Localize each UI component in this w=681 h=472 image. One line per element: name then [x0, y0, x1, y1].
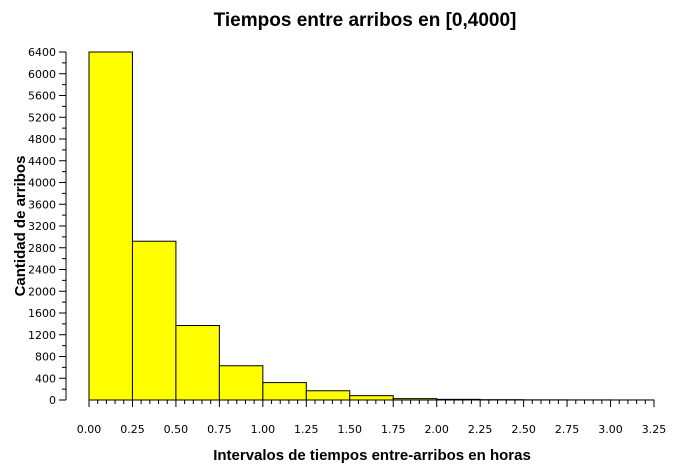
x-tick-label: 2.25: [468, 423, 493, 436]
x-tick-label: 3.25: [642, 423, 667, 436]
x-tick-label: 0.50: [164, 423, 189, 436]
y-tick-label: 1600: [28, 307, 56, 320]
histogram-bar: [305, 390, 351, 401]
y-axis-label: Cantidad de arribos: [12, 156, 29, 297]
x-tick-label: 1.00: [251, 423, 276, 436]
x-tick-label: 0.75: [207, 423, 232, 436]
x-tick-label: 1.50: [338, 423, 363, 436]
y-tick-label: 800: [35, 351, 56, 364]
y-tick-label: 6400: [28, 46, 56, 59]
y-tick-label: 3200: [28, 220, 56, 233]
y-tick-label: 3600: [28, 198, 56, 211]
x-tick-label: 1.75: [381, 423, 406, 436]
x-tick-label: 2.00: [424, 423, 449, 436]
chart-title: Tiempos entre arribos en [0,4000]: [214, 10, 517, 31]
y-tick-label: 6000: [28, 68, 56, 81]
y-tick-label: 5200: [28, 111, 56, 124]
bars-group: [88, 51, 655, 401]
x-tick-label: 0.25: [120, 423, 145, 436]
histogram-bar: [131, 240, 177, 401]
x-axis-label: Intervalos de tiempos entre-arribos en h…: [213, 447, 531, 464]
x-tick-label: 2.75: [555, 423, 580, 436]
y-tick-label: 2800: [28, 242, 56, 255]
histogram-bar: [88, 51, 133, 401]
y-tick-label: 5600: [28, 90, 56, 103]
y-tick-label: 4800: [28, 133, 56, 146]
histogram-bar: [349, 395, 394, 401]
axes-group: 0.00 0.25 0.50 0.75 1.00 1.25 1.50 1.75 2.00 2.25…: [28, 46, 666, 436]
y-tick-label: 4000: [28, 177, 56, 190]
y-tick-label: 2400: [28, 264, 56, 277]
x-tick-label: 0.00: [77, 423, 102, 436]
x-tick-label: 2.50: [511, 423, 536, 436]
y-tick-label: 0: [49, 394, 56, 407]
x-tick-label: 3.00: [598, 423, 623, 436]
y-tick-label: 1200: [28, 329, 56, 342]
histogram-bar: [218, 365, 264, 401]
y-tick-label: 400: [35, 372, 56, 385]
y-tick-label: 4400: [28, 155, 56, 168]
histogram-bar: [175, 325, 220, 401]
y-tick-label: 2000: [28, 285, 56, 298]
x-tick-label: 1.25: [294, 423, 319, 436]
histogram-bar: [262, 382, 307, 401]
